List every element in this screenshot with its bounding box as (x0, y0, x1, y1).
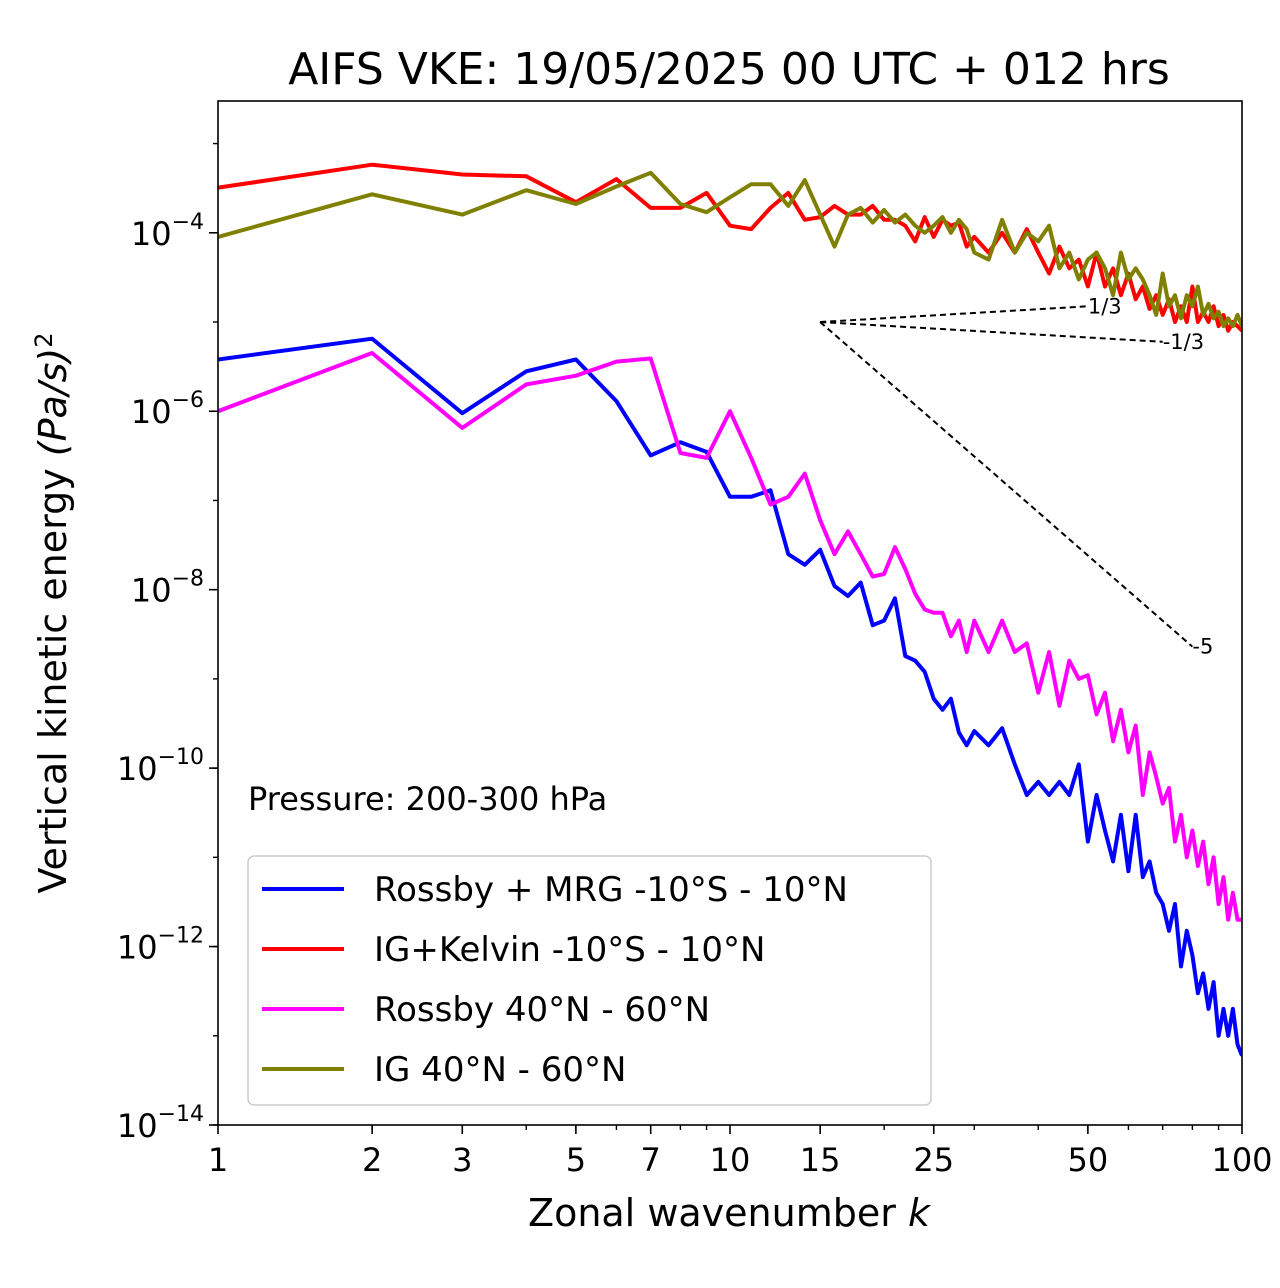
x-tick-label: 10 (710, 1141, 751, 1179)
y-tick-label: 10−6 (131, 388, 204, 431)
legend-entries: Rossby + MRG -10°S - 10°N IG+Kelvin -10°S… (262, 870, 848, 1090)
legend-label-3: Rossby 40°N - 60°N (374, 990, 710, 1030)
slope-line-2 (820, 321, 1163, 343)
y-axis-label-text: Vertical kinetic energy (31, 468, 75, 893)
y-tick-label: 10−14 (117, 1102, 204, 1145)
chart-title: AIFS VKE: 19/05/2025 00 UTC + 012 hrs (288, 44, 1170, 95)
x-tick-label: 100 (1211, 1141, 1272, 1179)
series-lines (218, 162, 1242, 1057)
x-tick-label: 7 (641, 1141, 661, 1179)
y-axis-ticks: 10−14 10−12 10−10 10−8 10−6 10−4 (117, 142, 218, 1145)
legend-label-1: Rossby + MRG -10°S - 10°N (374, 870, 848, 910)
slope-label-2: -1/3 (1163, 330, 1204, 354)
series-line-3 (218, 351, 1242, 922)
pressure-annotation: Pressure: 200-300 hPa (248, 780, 607, 818)
x-tick-label: 25 (913, 1141, 954, 1179)
legend-box (247, 855, 932, 1106)
y-tick-label: 10−12 (117, 924, 204, 967)
y-tick-label: 10−4 (131, 210, 204, 253)
slope-label-1: 1/3 (1088, 294, 1122, 318)
x-axis-label-var: k (908, 1191, 932, 1235)
legend-label-4: IG 40°N - 60°N (374, 1050, 626, 1090)
legend-label-2: IG+Kelvin -10°S - 10°N (374, 930, 765, 970)
legend: Rossby + MRG -10°S - 10°N IG+Kelvin -10°S… (247, 855, 932, 1106)
x-tick-label: 3 (452, 1141, 472, 1179)
series-line-4 (218, 170, 1242, 329)
slope-reference-lines: 1/3 -1/3 -5 (819, 294, 1213, 659)
y-axis-label-exp: 2 (30, 332, 58, 347)
x-axis-ticks: 1 2 3 5 7 10 15 25 50 100 (208, 1125, 1273, 1179)
slope-label-3: -5 (1192, 635, 1213, 659)
x-axis-label: Zonal wavenumber k (528, 1191, 932, 1235)
x-tick-label: 50 (1068, 1141, 1109, 1179)
x-tick-label: 2 (362, 1141, 382, 1179)
y-axis-label: Vertical kinetic energy (Pa/s)2 (30, 332, 75, 893)
x-axis-label-text: Zonal wavenumber (528, 1191, 896, 1235)
x-tick-label: 1 (208, 1141, 228, 1179)
x-tick-label: 5 (566, 1141, 586, 1179)
slope-line-3 (819, 321, 1194, 648)
y-tick-label: 10−8 (131, 567, 204, 610)
y-axis-label-unit: (Pa/s) (31, 348, 75, 456)
y-tick-label: 10−10 (117, 745, 204, 788)
x-tick-label: 15 (800, 1141, 841, 1179)
slope-line-1 (820, 305, 1088, 324)
